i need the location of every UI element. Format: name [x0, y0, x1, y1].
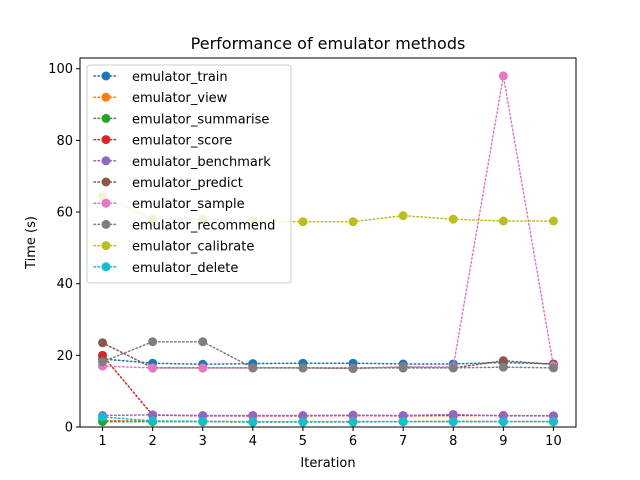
series-emulator_delete: [98, 412, 558, 427]
legend-entry: emulator_recommend: [93, 218, 275, 233]
x-tick-label: 7: [399, 434, 407, 449]
legend-marker: [101, 135, 111, 145]
data-point: [148, 416, 158, 426]
data-point: [398, 362, 408, 372]
x-tick-label: 8: [449, 434, 457, 449]
plot-frame: [79, 57, 577, 428]
chart-title: Performance of emulator methods: [191, 34, 466, 53]
series-line: [101, 416, 555, 423]
legend-label: emulator_summarise: [132, 112, 269, 127]
data-point: [448, 214, 458, 224]
legend-marker: [101, 177, 111, 187]
data-point: [198, 363, 208, 373]
legend: emulator_train emulator_view emulator_summ…: [86, 64, 292, 284]
legend-entry: emulator_train: [93, 70, 228, 85]
legend-marker: [101, 156, 111, 166]
legend-label: emulator_predict: [132, 176, 243, 191]
data-point: [298, 363, 308, 373]
data-point: [548, 363, 558, 373]
legend-marker: [101, 92, 111, 102]
data-point: [198, 337, 208, 347]
series-line: [101, 358, 555, 366]
data-point: [198, 416, 208, 426]
data-point: [548, 417, 558, 427]
data-point: [148, 363, 158, 373]
data-point: [98, 338, 108, 348]
y-tick-label: 80: [56, 134, 73, 149]
x-tick-label: 6: [349, 434, 357, 449]
data-point: [398, 417, 408, 427]
x-axis-label: Iteration: [300, 456, 355, 471]
data-point: [98, 357, 108, 367]
legend-label: emulator_sample: [132, 197, 245, 212]
data-point: [348, 410, 358, 420]
data-point: [248, 417, 258, 427]
legend-entry: emulator_score: [93, 134, 232, 149]
y-axis-label: Time (s): [24, 216, 39, 270]
legend-marker: [101, 262, 111, 272]
y-tick-label: 60: [56, 206, 73, 221]
x-tick-label: 9: [499, 434, 507, 449]
legend-label: emulator_delete: [132, 261, 238, 276]
legend-entry: emulator_calibrate: [93, 240, 254, 255]
data-point: [348, 364, 358, 374]
legend-marker: [101, 241, 111, 251]
series-line: [101, 413, 555, 417]
y-tick-label: 20: [56, 349, 73, 364]
data-point: [448, 363, 458, 373]
x-tick-label: 3: [199, 434, 207, 449]
data-point: [248, 363, 258, 373]
legend-marker: [101, 219, 111, 229]
legend-marker: [101, 198, 111, 208]
legend-label: emulator_recommend: [132, 218, 275, 233]
data-point: [348, 417, 358, 427]
data-point: [448, 417, 458, 427]
data-point: [348, 217, 358, 227]
legend-entry: emulator_sample: [93, 197, 245, 212]
data-point: [498, 356, 508, 366]
legend-entry: emulator_summarise: [93, 112, 269, 127]
data-point: [148, 337, 158, 347]
legend-box: [86, 64, 292, 284]
data-point: [298, 411, 308, 421]
y-tick-label: 40: [56, 277, 73, 292]
legend-label: emulator_view: [132, 91, 228, 106]
x-tick-label: 1: [98, 434, 106, 449]
data-point: [548, 216, 558, 226]
data-point: [98, 412, 108, 422]
series-emulator_recommend: [98, 337, 558, 374]
data-point: [298, 417, 308, 427]
x-tick-label: 2: [149, 434, 157, 449]
data-point: [498, 216, 508, 226]
legend-entry: emulator_delete: [93, 261, 238, 276]
series-line: [101, 340, 555, 370]
legend-entry: emulator_predict: [93, 176, 243, 191]
legend-entry: emulator_view: [93, 91, 228, 106]
data-point: [498, 71, 508, 81]
data-point: [298, 217, 308, 227]
legend-marker: [101, 71, 111, 81]
legend-label: emulator_score: [132, 134, 232, 149]
data-point: [98, 350, 108, 360]
legend-label: emulator_benchmark: [132, 155, 271, 170]
data-point: [498, 417, 508, 427]
data-point: [498, 362, 508, 372]
legend-marker: [101, 113, 111, 123]
legend-label: emulator_train: [132, 70, 228, 85]
y-tick-label: 100: [48, 62, 73, 77]
x-tick-label: 5: [299, 434, 307, 449]
legend-label: emulator_calibrate: [132, 240, 254, 255]
data-point: [398, 211, 408, 221]
y-axis: 0 20 40 60 80 100: [48, 62, 80, 436]
legend-entry: emulator_benchmark: [93, 155, 271, 170]
x-tick-label: 4: [249, 434, 257, 449]
y-tick-label: 0: [65, 421, 73, 436]
x-axis: 1 2 3 4 5 6 7 8 9 10: [98, 427, 562, 449]
data-point: [448, 409, 458, 419]
x-tick-label: 10: [545, 434, 562, 449]
